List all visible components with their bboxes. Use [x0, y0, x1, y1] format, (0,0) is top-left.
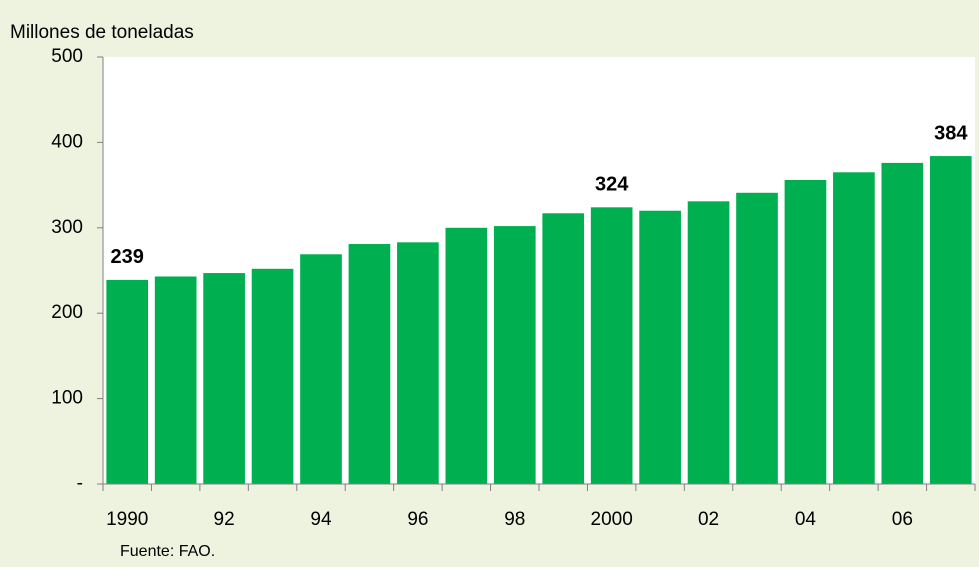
bar: [397, 242, 439, 484]
y-tick-label: 500: [51, 46, 83, 67]
y-tick-label: 200: [51, 302, 83, 323]
bar: [590, 207, 633, 484]
y-tick-label: 100: [51, 388, 83, 409]
x-tick-label: 1990: [106, 509, 148, 530]
data-label: 324: [595, 174, 629, 196]
y-tick-label: 300: [51, 217, 83, 238]
bar: [639, 210, 681, 484]
x-tick-label: 98: [504, 509, 525, 530]
bar: [251, 268, 294, 484]
source-note: Fuente: FAO.: [120, 543, 215, 560]
bar: [348, 244, 391, 484]
bar: [300, 254, 342, 484]
bar: [687, 201, 730, 485]
bar: [203, 273, 245, 484]
bar: [445, 227, 488, 485]
bar: [736, 192, 778, 484]
data-label: 239: [111, 246, 144, 268]
x-tick-label: 96: [407, 509, 428, 530]
x-tick-label: 2000: [591, 509, 633, 530]
y-axis-label: Millones de toneladas: [10, 22, 194, 43]
bar: [493, 226, 536, 485]
bar: [784, 179, 827, 484]
bar: [106, 279, 149, 484]
bar: [881, 162, 924, 484]
x-tick-label: 02: [698, 509, 719, 530]
x-tick-label: 94: [310, 509, 332, 530]
data-label: 384: [934, 122, 968, 144]
x-tick-label: 06: [892, 509, 913, 530]
x-tick-label: 04: [795, 509, 817, 530]
bar: [542, 213, 585, 485]
y-tick-label: 400: [51, 131, 83, 152]
bar: [929, 156, 972, 484]
bar: [833, 172, 875, 485]
x-tick-label: 92: [214, 509, 235, 530]
plot-area: [103, 57, 975, 484]
bar: [154, 276, 197, 484]
y-tick-label: -: [77, 473, 83, 494]
